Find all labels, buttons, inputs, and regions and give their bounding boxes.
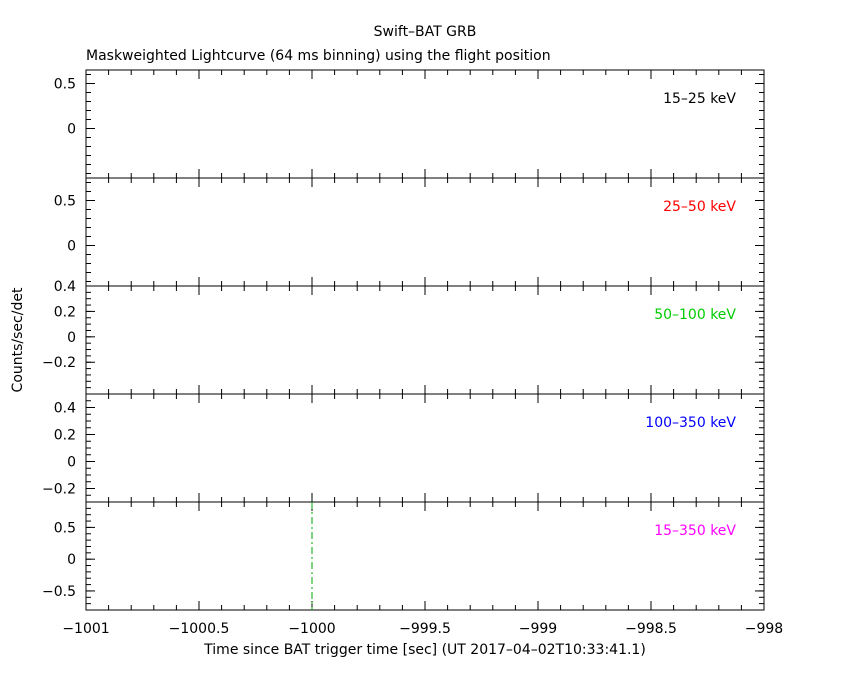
- panel-1: 0.5 0 25–50 keV: [54, 177, 765, 287]
- x-tick-label: −1000.5: [169, 621, 230, 637]
- y-tick-label: 0.4: [54, 279, 76, 295]
- panel-frame: [85, 285, 765, 395]
- y-tick-label: 0.5: [54, 77, 76, 93]
- x-tick-label: −1000: [288, 621, 335, 637]
- panel-2: 0.4 0.2 0 −0.2 50–100 keV: [42, 279, 765, 395]
- panel-3: 0.4 0.2 0 −0.2 100–350 keV: [42, 393, 765, 503]
- chart-title: Swift–BAT GRB: [374, 24, 477, 40]
- band-label: 15–350 keV: [654, 523, 736, 539]
- x-tick-labels: −1001 −1000.5 −1000 −999.5 −999 −998.5 −998: [62, 621, 783, 637]
- y-tick-label: 0: [67, 552, 76, 568]
- y-tick-label: 0: [67, 239, 76, 255]
- x-tick-label: −998: [745, 621, 783, 637]
- x-tick-label: −999.5: [399, 621, 451, 637]
- band-label: 25–50 keV: [663, 199, 736, 215]
- y-tick-label: 0.5: [54, 194, 76, 210]
- y-tick-label: 0.2: [54, 428, 76, 444]
- x-tick-label: −999: [519, 621, 557, 637]
- y-tick-label: 0: [67, 455, 76, 471]
- chart-subtitle: Maskweighted Lightcurve (64 ms binning) …: [86, 48, 551, 64]
- y-tick-label: 0.5: [54, 520, 76, 536]
- y-tick-label: 0.4: [54, 401, 76, 417]
- x-tick-label: −998.5: [625, 621, 677, 637]
- band-label: 100–350 keV: [645, 415, 736, 431]
- panel-frame: [85, 501, 765, 611]
- y-tick-label: −0.5: [42, 584, 76, 600]
- band-label: 50–100 keV: [654, 307, 736, 323]
- panel-0: 0.5 0 15–25 keV: [54, 69, 765, 179]
- y-tick-label: −0.2: [42, 355, 76, 371]
- y-tick-label: 0: [67, 330, 76, 346]
- x-axis-label: Time since BAT trigger time [sec] (UT 20…: [203, 642, 646, 658]
- panels-group: 0.5 0 15–25 keV 0.5 0 25–50 keV 0.4 0.2 0 −0.2 50–…: [42, 69, 765, 611]
- x-tick-label: −1001: [62, 621, 109, 637]
- y-tick-label: 0.2: [54, 304, 76, 320]
- y-axis-label: Counts/sec/det: [10, 287, 26, 392]
- panel-frame: [85, 393, 765, 503]
- y-tick-label: 0: [67, 122, 76, 138]
- panel-4: 0.5 0 −0.5 15–350 keV: [42, 501, 765, 611]
- y-tick-label: −0.2: [42, 482, 76, 498]
- panel-frame: [85, 69, 765, 179]
- band-label: 15–25 keV: [663, 91, 736, 107]
- panel-frame: [85, 177, 765, 287]
